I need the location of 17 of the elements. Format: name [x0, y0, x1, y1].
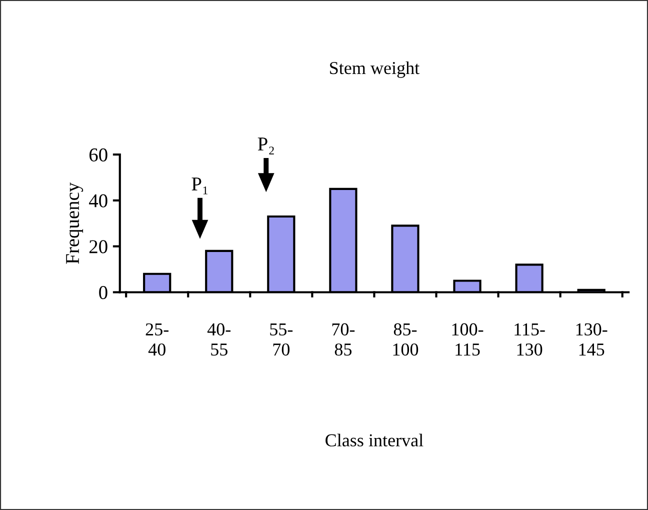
text: P₂: [258, 138, 274, 154]
x-tick-label: 55- 70: [270, 323, 293, 356]
y-tick-label: 60: [89, 148, 108, 162]
y-axis-title: Frequency: [66, 182, 84, 264]
x-tick-label: 130- 145: [576, 323, 608, 356]
x-tick-label: 85- 100: [393, 323, 418, 356]
x-tick-label: 40- 55: [207, 323, 231, 356]
x-tick-label: 25- 40: [146, 323, 168, 356]
x-tick-label: 70- 85: [332, 323, 355, 356]
x-tick-label: 115- 130: [514, 323, 545, 356]
y-tick-label: 20: [89, 240, 108, 254]
x-axis-title: Class interval: [326, 434, 424, 446]
chart-title: Stem weight: [330, 61, 420, 78]
x-tick-label: 100- 115: [452, 323, 484, 356]
y-tick-label: 40: [89, 194, 108, 208]
annotation: P₁: [192, 178, 208, 194]
y-tick-label: 0: [99, 286, 108, 300]
